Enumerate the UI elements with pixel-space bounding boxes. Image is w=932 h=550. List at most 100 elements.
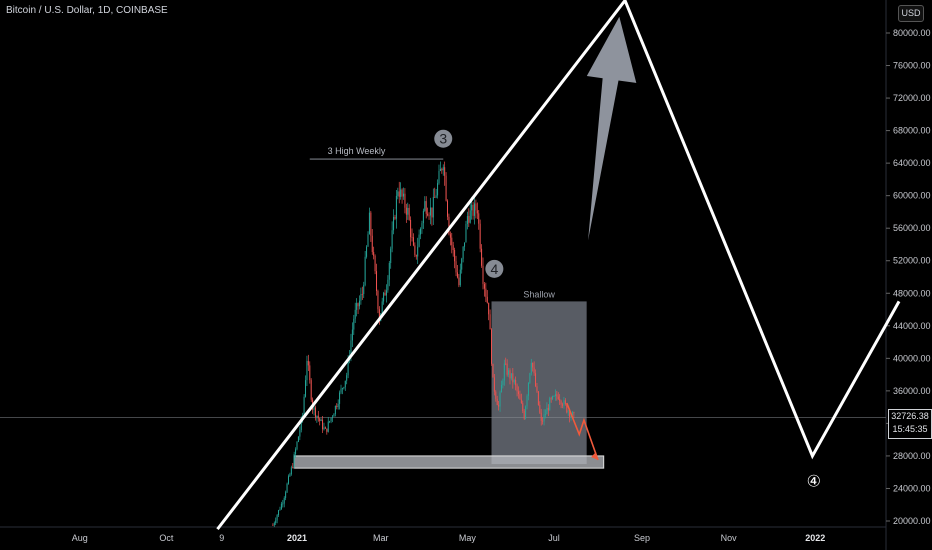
candle-body [496,398,498,406]
candle-body [458,277,460,286]
y-tick-label: 80000.00 [893,28,931,38]
candle-body [326,428,328,432]
candle-body [573,412,575,414]
candle-body [402,193,404,197]
projection-path[interactable] [216,0,901,531]
candle-body [340,388,342,393]
candle-body [570,415,572,417]
candle-body [556,394,558,397]
y-tick-label: 72000.00 [893,93,931,103]
candle-body [525,406,527,419]
x-tick-label: 9 [219,533,224,543]
candle-body [408,207,410,220]
candle-body [306,360,308,381]
candle-body [452,245,454,251]
candle-body [377,290,379,310]
candle-body [351,329,353,341]
candle-body [358,300,360,307]
candle-body [329,421,331,422]
candle-body [492,363,494,378]
candle-body [368,212,370,235]
candle-body [512,373,514,383]
high-weekly-label: 3 High Weekly [328,146,386,156]
candle-body [544,414,546,416]
candle-body [566,403,568,413]
candle-body [391,230,393,249]
candle-body [361,293,363,295]
candle-body [479,223,481,249]
candle-body [519,394,521,400]
projection-arrow[interactable] [586,16,637,241]
candle-body [489,314,491,330]
candle-body [364,256,366,285]
candle-body [420,228,422,235]
candle-body [331,416,333,418]
candle-body [287,476,289,484]
candle-body [469,210,471,223]
candle-body [464,242,466,247]
x-tick-label: Aug [72,533,88,543]
candle-body [547,407,549,411]
candle-body [378,309,380,321]
wave-label: 3 [439,131,447,147]
candle-body [472,204,474,216]
candle-body [327,421,329,432]
x-tick-label: Oct [159,533,174,543]
last-price-value: 32726.38 [891,411,929,421]
candle-body [549,398,551,411]
candle-body [407,207,409,215]
candle-body [317,415,319,419]
candle-body [404,193,406,208]
candle-body [432,197,434,218]
candle-body [513,379,515,383]
candle-body [412,237,414,246]
shallow-label: Shallow [523,289,555,299]
target-path [566,402,599,461]
target-arrowhead [591,452,599,460]
symbol-title: Bitcoin / U.S. Dollar, 1D, COINBASE [6,5,168,16]
candle-body [383,292,385,302]
x-tick-label: 2022 [805,533,825,543]
candle-body [495,391,497,399]
candle-body [475,203,477,211]
x-tick-label: Nov [721,533,738,543]
last-price-tag: 32726.38 15:45:35 [888,409,932,439]
candle-body [410,219,412,238]
candle-body [571,412,573,416]
candle-body [305,380,307,397]
candle-body [300,418,302,430]
candle-body [559,399,561,401]
candle-body [442,167,444,171]
shallow-box[interactable] [491,301,587,465]
candle-body [542,420,544,422]
y-tick-label: 76000.00 [893,61,931,71]
support-zone[interactable] [293,455,605,469]
y-tick-label: 56000.00 [893,223,931,233]
x-tick-label: Sep [634,533,650,543]
bar-countdown: 15:45:35 [892,424,928,434]
candle-body [554,394,556,397]
candle-body [445,175,447,201]
candle-body [522,403,524,411]
candle-body [387,279,389,291]
wave-circle [485,259,504,278]
candle-body [297,436,299,442]
currency-button[interactable]: USD [898,5,924,22]
candle-body [356,303,358,310]
candle-body [350,340,352,357]
candle-body [414,245,416,255]
candle-body [289,474,291,477]
candle-body [444,167,446,176]
candle-body [324,427,326,429]
candle-body [373,252,375,256]
candle-body [309,365,311,381]
candle-body [459,269,461,286]
candle-body [560,400,562,405]
candle-body [285,492,287,498]
candle-body [447,200,449,217]
candle-body [486,296,488,303]
y-tick-label: 64000.00 [893,158,931,168]
candle-body [439,169,441,171]
candle-body [339,392,341,404]
